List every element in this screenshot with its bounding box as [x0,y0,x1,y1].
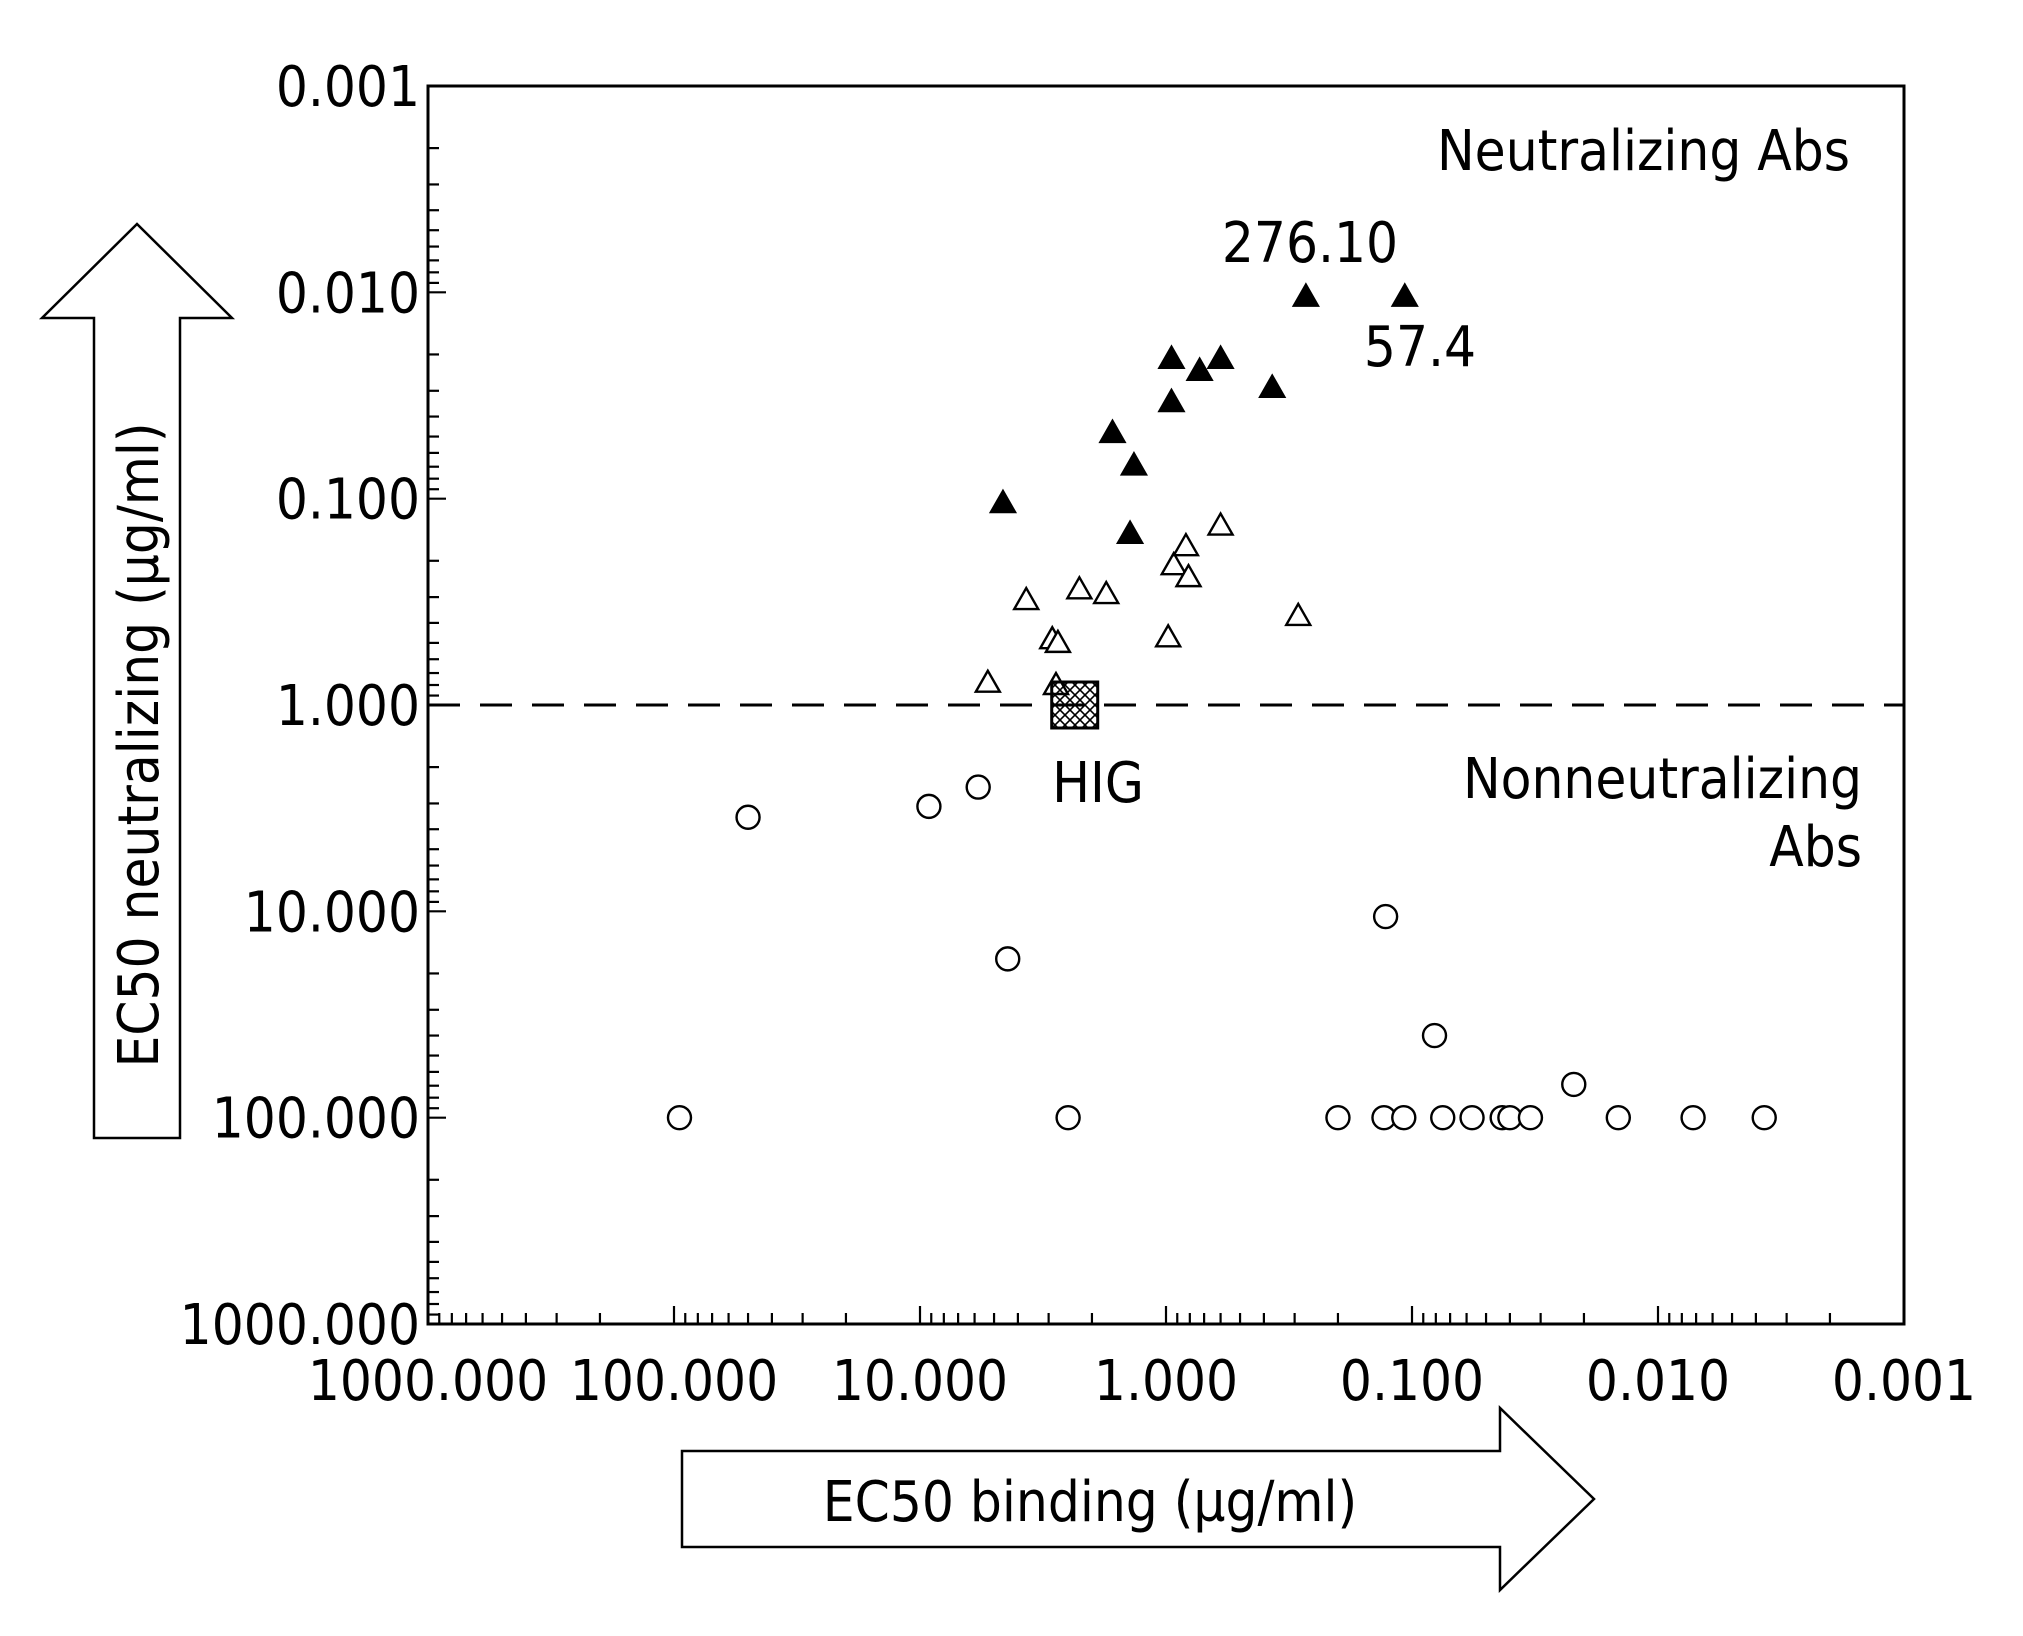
hig-label: HIG [1052,751,1144,816]
open-circle-point [917,795,940,818]
filled-triangle-point [991,491,1015,512]
x-axis-title: EC50 binding (µg/ml) [823,1470,1357,1535]
open-circle-point [1392,1106,1415,1129]
open-circle-point [1607,1106,1630,1129]
neutralizing-abs-label: Neutralizing Abs [1437,119,1850,184]
open-circle-point [1753,1106,1776,1129]
x-axis-title-arrow: EC50 binding (µg/ml) [682,1408,1594,1590]
open-triangle-point [1014,588,1038,609]
label-276-10: 276.10 [1222,211,1398,276]
filled-triangle-point [1118,522,1142,543]
filled-triangle-point [1209,347,1233,368]
data-markers [668,285,1776,1129]
open-circle-point [1519,1106,1542,1129]
x-tick-label: 100.000 [570,1349,778,1414]
open-triangle-point [1174,534,1198,555]
y-tick-labels: 1000.000100.00010.0001.0000.1000.0100.00… [180,55,420,1358]
x-axis-ticks [428,1306,1904,1324]
y-axis-title: EC50 neutralizing (µg/ml) [107,422,172,1067]
y-tick-label: 10.000 [244,880,420,945]
open-circle-point [1374,905,1397,928]
nonneutralizing-abs-label-line1: Nonneutralizing [1463,747,1862,812]
x-tick-label: 10.000 [832,1349,1008,1414]
open-triangle-point [1286,604,1310,625]
filled-triangle-point [1122,453,1146,474]
filled-triangle-point [1159,347,1183,368]
open-triangle-point [1067,577,1091,598]
filled-triangle-point [1188,359,1212,380]
filled-triangle-point [1260,376,1284,397]
nonneutralizing-abs-label-line2: Abs [1769,815,1862,880]
open-triangle-point [976,671,1000,692]
open-triangle-point [1156,625,1180,646]
open-triangle-point [1209,514,1233,535]
filled-triangle-point [1393,285,1417,306]
chart-canvas: 1000.000 100.000 10.000 1.000 0.100 0.010 0.00… [0,0,2023,1636]
open-circle-point [1562,1073,1585,1096]
y-tick-label: 0.001 [276,55,420,120]
open-circle-point [668,1106,691,1129]
open-circle-point [996,947,1019,970]
open-circle-point [1461,1106,1484,1129]
filled-triangle-point [1294,285,1318,306]
filled-triangle-point [1100,421,1124,442]
open-circle-point [737,806,760,829]
x-tick-labels: 1000.000 100.000 10.000 1.000 0.100 0.010 0.00… [308,1349,1976,1414]
x-tick-label: 0.010 [1586,1349,1730,1414]
open-circle-point [1431,1106,1454,1129]
y-tick-label: 1.000 [276,674,420,739]
y-tick-label: 0.010 [276,261,420,326]
hig-square-point [1052,682,1098,728]
label-57-4: 57.4 [1364,315,1476,380]
open-circle-point [1423,1024,1446,1047]
open-circle-point [1057,1106,1080,1129]
y-tick-label: 100.000 [212,1087,420,1152]
open-circle-point [1326,1106,1349,1129]
y-tick-label: 0.100 [276,468,420,533]
x-tick-label: 0.001 [1832,1349,1976,1414]
y-axis-title-arrow: EC50 neutralizing (µg/ml) [42,224,232,1138]
x-tick-label: 1000.000 [308,1349,548,1414]
open-circle-point [967,776,990,799]
x-tick-label: 0.100 [1340,1349,1484,1414]
filled-triangle-point [1159,390,1183,411]
x-tick-label: 1.000 [1094,1349,1238,1414]
open-circle-point [1682,1106,1705,1129]
open-triangle-point [1094,582,1118,603]
